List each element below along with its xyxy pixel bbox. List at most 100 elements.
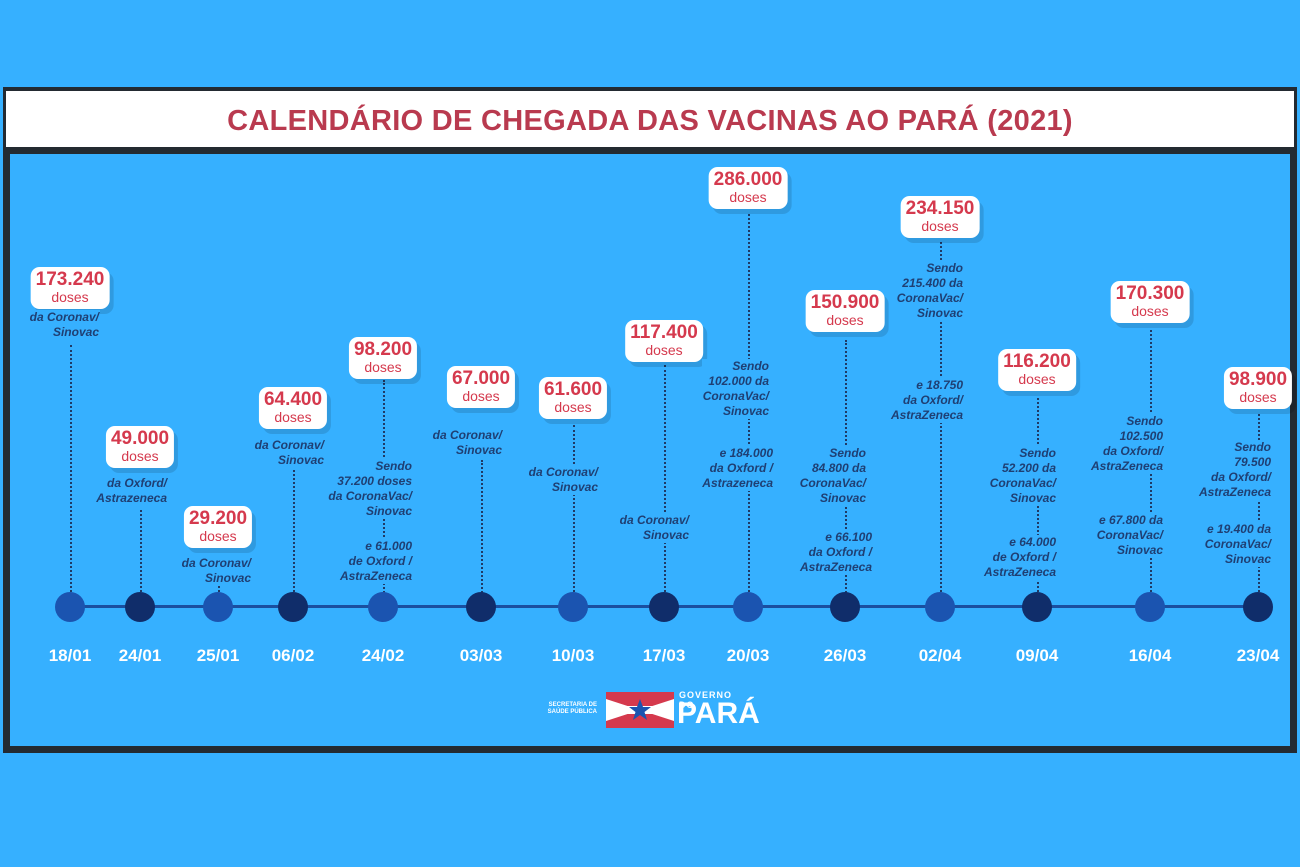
timeline-dot [55, 592, 85, 622]
page-title: CALENDÁRIO DE CHEGADA DAS VACINAS AO PAR… [227, 105, 1073, 137]
dose-badge: 61.600 doses [538, 377, 608, 419]
dose-unit: doses [826, 312, 864, 328]
dose-count: 116.200 [1003, 351, 1071, 372]
dose-badge: 98.200 doses [348, 337, 418, 379]
timeline-dot [1243, 592, 1273, 622]
dotted-connector [664, 365, 666, 600]
event-date: 10/03 [551, 646, 595, 665]
dose-count: 286.000 [713, 169, 783, 190]
dose-unit: doses [921, 218, 959, 234]
dose-count: 61.600 [543, 379, 603, 400]
dose-unit: doses [1018, 371, 1056, 387]
dose-badge: 286.000 doses [708, 167, 788, 209]
vaccine-note: Sendo 215.400 da CoronaVac/Sinovac [895, 261, 964, 321]
dose-unit: doses [645, 342, 683, 358]
dose-count: 150.900 [810, 292, 880, 313]
vaccine-note: e 184.000 da Oxford / Astrazeneca [701, 446, 774, 491]
dose-badge: 67.000 doses [446, 366, 516, 408]
event-date: 16/04 [1128, 646, 1172, 665]
dose-badge: 116.200 doses [998, 349, 1076, 391]
dose-count: 29.200 [188, 508, 248, 529]
event-date: 25/01 [196, 646, 240, 665]
dose-unit: doses [51, 289, 89, 305]
event-date: 23/04 [1236, 646, 1280, 665]
vaccine-note: da Coronav/Sinovac [180, 556, 252, 586]
vaccine-note: da Coronav/Sinovac [618, 513, 690, 543]
vaccine-note: da Coronav/Sinovac [253, 438, 325, 468]
dose-count: 117.400 [630, 322, 698, 343]
vaccine-note: e 19.400 da CoronaVac/Sinovac [1203, 522, 1272, 567]
event-date: 18/01 [48, 646, 92, 665]
dotted-connector [573, 425, 575, 600]
vaccine-note: Sendo 79.500 da Oxford/AstraZeneca [1197, 440, 1272, 500]
vaccine-note: e 64.000 de Oxford / AstraZeneca [982, 535, 1057, 580]
vaccine-note: da Coronav/Sinovac [28, 310, 100, 340]
dose-unit: doses [274, 409, 312, 425]
dose-count: 64.400 [263, 389, 323, 410]
vaccine-note: Sendo 102.500 da Oxford/AstraZeneca [1089, 414, 1164, 474]
vaccine-note: e 61.000 de Oxford / AstraZeneca [338, 539, 413, 584]
timeline-dot [649, 592, 679, 622]
dose-unit: doses [729, 189, 767, 205]
governo-label: GOVERNO DO [679, 690, 733, 710]
dose-badge: 117.400 doses [625, 320, 703, 362]
event-date: 20/03 [726, 646, 770, 665]
dose-badge: 64.400 doses [258, 387, 328, 429]
dose-count: 170.300 [1115, 283, 1185, 304]
event-date: 24/02 [361, 646, 405, 665]
dose-count: 98.900 [1228, 369, 1288, 390]
vaccine-note: Sendo 84.800 da CoronaVac/Sinovac [798, 446, 867, 506]
para-flag-icon [606, 692, 674, 728]
dotted-connector [481, 460, 483, 600]
secretaria-label: SECRETARIA DE SAÚDE PÚBLICA [547, 702, 597, 715]
dotted-connector [293, 470, 295, 600]
dose-count: 49.000 [110, 428, 170, 449]
event-date: 09/04 [1015, 646, 1059, 665]
dose-badge: 234.150 doses [900, 196, 980, 238]
dose-count: 173.240 [35, 269, 105, 290]
timeline-dot [466, 592, 496, 622]
dotted-connector [70, 345, 72, 600]
timeline-dot [125, 592, 155, 622]
event-date: 24/01 [118, 646, 162, 665]
timeline-dot [558, 592, 588, 622]
timeline-dot [1022, 592, 1052, 622]
dose-count: 67.000 [451, 368, 511, 389]
dose-badge: 170.300 doses [1110, 281, 1190, 323]
dose-badge: 150.900 doses [805, 290, 885, 332]
timeline-dot [203, 592, 233, 622]
dose-unit: doses [121, 448, 159, 464]
para-label: PARÁ [677, 697, 760, 730]
timeline-dot [733, 592, 763, 622]
vaccine-note: e 67.800 da CoronaVac/Sinovac [1095, 513, 1164, 558]
vaccine-note: Sendo 52.200 da CoronaVac/Sinovac [988, 446, 1057, 506]
event-date: 17/03 [642, 646, 686, 665]
dose-count: 234.150 [905, 198, 975, 219]
vaccine-note: e 66.100 da Oxford / AstraZeneca [798, 530, 873, 575]
event-date: 26/03 [823, 646, 867, 665]
dose-badge: 29.200 doses [183, 506, 253, 548]
dose-unit: doses [554, 399, 592, 415]
event-date: 03/03 [459, 646, 503, 665]
dose-badge: 98.900 doses [1223, 367, 1293, 409]
dose-badge: 173.240 doses [30, 267, 110, 309]
dose-unit: doses [462, 388, 500, 404]
timeline-dot [1135, 592, 1165, 622]
dose-unit: doses [364, 359, 402, 375]
timeline-dot [368, 592, 398, 622]
event-date: 02/04 [918, 646, 962, 665]
title-bar: CALENDÁRIO DE CHEGADA DAS VACINAS AO PAR… [6, 91, 1294, 147]
vaccine-note: e 18.750 da Oxford/AstraZeneca [889, 378, 964, 423]
vaccine-note: da Coronav/Sinovac [431, 428, 503, 458]
dotted-connector [1258, 414, 1260, 600]
dose-unit: doses [1239, 389, 1277, 405]
vaccine-note: da Coronav/Sinovac [527, 465, 599, 495]
vaccine-note: Sendo 102.000 da CoronaVac/Sinovac [701, 359, 770, 419]
timeline-dot [278, 592, 308, 622]
vaccine-note: Sendo 37.200 doses da CoronaVac/Sinovac [327, 459, 413, 519]
timeline-panel [10, 154, 1290, 746]
dose-count: 98.200 [353, 339, 413, 360]
timeline-dot [925, 592, 955, 622]
timeline-dot [830, 592, 860, 622]
vaccine-note: da Oxford/Astrazeneca [95, 476, 168, 506]
